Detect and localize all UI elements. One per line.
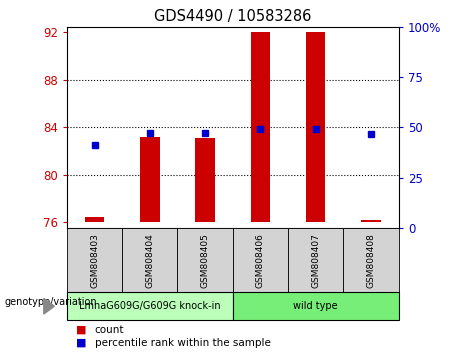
Bar [195, 138, 215, 222]
Text: percentile rank within the sample: percentile rank within the sample [95, 338, 271, 348]
Text: ■: ■ [76, 325, 87, 335]
Bar [85, 217, 104, 222]
Text: genotype/variation: genotype/variation [5, 297, 97, 307]
Text: GSM808405: GSM808405 [201, 233, 210, 288]
Text: GSM808408: GSM808408 [366, 233, 376, 288]
Text: LmnaG609G/G609G knock-in: LmnaG609G/G609G knock-in [79, 301, 221, 311]
Text: GSM808404: GSM808404 [145, 233, 154, 287]
Bar [140, 137, 160, 222]
Bar [306, 33, 325, 222]
Bar [361, 220, 381, 222]
Text: GSM808406: GSM808406 [256, 233, 265, 288]
Text: ■: ■ [76, 338, 87, 348]
Text: GSM808407: GSM808407 [311, 233, 320, 288]
Bar [251, 33, 270, 222]
Text: count: count [95, 325, 124, 335]
Title: GDS4490 / 10583286: GDS4490 / 10583286 [154, 9, 312, 24]
Text: GSM808403: GSM808403 [90, 233, 99, 288]
Text: wild type: wild type [294, 301, 338, 311]
